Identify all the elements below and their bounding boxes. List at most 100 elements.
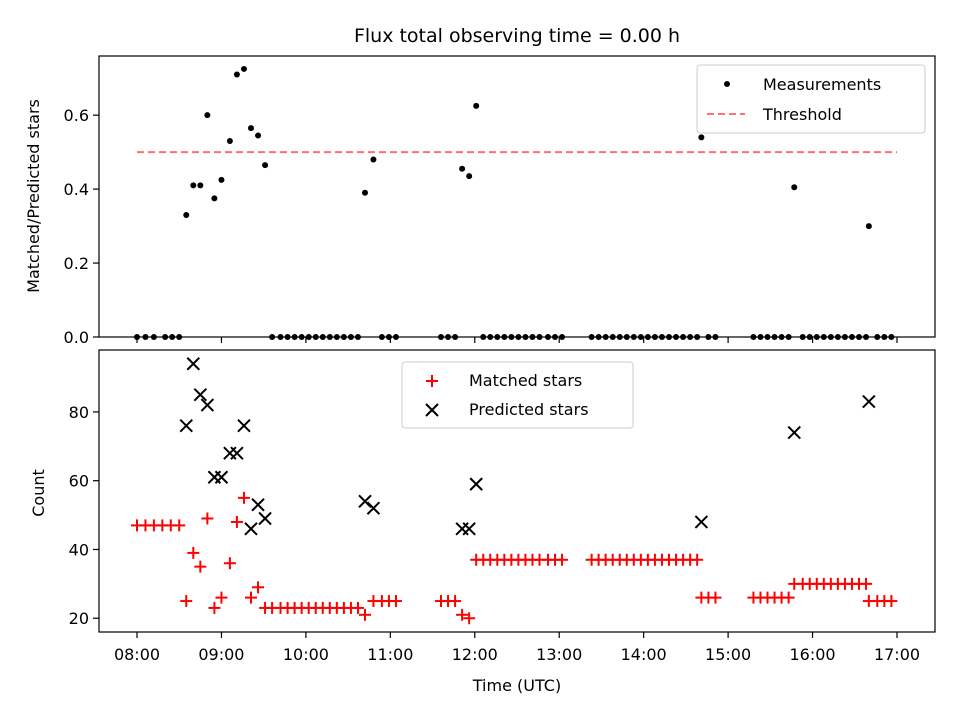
bottom-y-ticks: 20 40 60 80 (69, 403, 99, 628)
measurement-point (211, 195, 218, 202)
matched-star-point (245, 591, 257, 604)
top-panel: Flux total observing time = 0.00 h 0.00.… (24, 25, 936, 347)
predicted-star-point (251, 498, 265, 512)
matched-star-point (223, 557, 236, 570)
predicted-star-point (787, 425, 801, 440)
x-tick-label: 10:00 (283, 645, 329, 664)
top-legend: Measurements Threshold (696, 64, 926, 134)
measurement-point (473, 102, 480, 109)
predicted-star-point (179, 418, 193, 433)
matched-star-point (208, 601, 221, 614)
matched-star-point (215, 591, 228, 604)
measurement-point (226, 138, 233, 145)
x-tick-label: 09:00 (198, 645, 244, 664)
x-tick-label: 15:00 (705, 645, 751, 664)
top-y-tick-label: 0.6 (64, 106, 89, 125)
measurement-point (218, 176, 225, 183)
x-tick-label: 16:00 (790, 645, 836, 664)
matched-star-point (463, 612, 476, 625)
matched-star-point (860, 577, 873, 590)
predicted-star-point (862, 394, 876, 409)
top-y-ticks: 0.0 0.2 0.4 0.6 (64, 106, 99, 347)
bottom-x-axis-label: Time (UTC) (472, 676, 561, 695)
x-tick-label: 12:00 (452, 645, 498, 664)
measurement-point (248, 125, 254, 132)
bottom-y-tick-label: 60 (69, 472, 89, 491)
legend-threshold-label: Threshold (762, 105, 842, 124)
predicted-star-point (694, 515, 709, 529)
matched-star-point (456, 608, 469, 621)
matched-star-point (885, 595, 898, 608)
matched-star-point (252, 581, 265, 594)
legend-measurements-label: Measurements (763, 75, 881, 94)
predicted-star-point (237, 418, 251, 433)
matched-star-point (187, 546, 200, 559)
top-y-axis-label: Matched/Predicted stars (24, 99, 43, 293)
top-y-tick-label: 0.4 (64, 180, 89, 199)
predicted-star-point (200, 398, 215, 412)
matched-star-point (709, 591, 722, 604)
measurement-point (255, 132, 262, 139)
matched-star-point (201, 512, 214, 525)
predicted-star-point (186, 357, 201, 371)
measurement-point (791, 184, 798, 191)
x-tick-label: 13:00 (536, 645, 582, 664)
measurement-point (370, 156, 377, 163)
legend-predicted-label: Predicted stars (469, 400, 589, 419)
predicted-star-point (230, 446, 244, 460)
legend-predicted-marker (425, 403, 439, 417)
measurement-point (240, 65, 247, 72)
predicted-star-point (193, 388, 208, 402)
top-legend-box (696, 64, 926, 134)
x-tick-label: 14:00 (621, 645, 667, 664)
bottom-axes-frame (98, 349, 936, 633)
measurement-point (183, 211, 190, 218)
measurement-point (190, 182, 197, 189)
matched-star-point (556, 553, 569, 566)
matched-star-point (237, 491, 250, 504)
bottom-y-axis-label: Count (29, 469, 48, 517)
measurement-point (262, 162, 269, 169)
predicted-star-point (358, 494, 372, 509)
measurement-point (698, 134, 705, 141)
matched-star-point (351, 601, 364, 614)
measurement-point (865, 223, 872, 230)
predicted-star-point (366, 501, 381, 515)
bottom-y-tick-label: 20 (69, 609, 89, 628)
measurement-point (466, 173, 473, 180)
legend-measurements-marker (724, 81, 730, 87)
top-axes-frame (98, 55, 936, 338)
matched-star-point (173, 519, 186, 532)
matched-star-point (359, 608, 371, 621)
top-y-tick-label: 0.0 (64, 328, 89, 347)
matched-star-point (449, 595, 462, 608)
matched-star-point (389, 595, 402, 608)
legend-matched-label: Matched stars (469, 371, 582, 390)
top-title: Flux total observing time = 0.00 h (354, 25, 680, 47)
predicted-star-point (214, 470, 229, 484)
bottom-panel: 20 40 60 80 08:00 09:00 10:00 11:00 12:00 13:00 1… (29, 349, 936, 695)
measurement-point (204, 112, 211, 119)
matched-star-point (194, 560, 207, 573)
top-y-tick-label: 0.2 (64, 254, 89, 273)
measurement-point (233, 71, 240, 78)
bottom-legend: Matched stars Predicted stars (401, 361, 634, 429)
x-tick-label: 17:00 (874, 645, 920, 664)
measurement-point (459, 165, 466, 172)
measurement-point (362, 189, 368, 196)
x-tick-label: 08:00 (114, 645, 160, 664)
x-tick-label: 11:00 (367, 645, 413, 664)
predicted-star-point (244, 522, 258, 536)
matched-star-point (691, 553, 704, 566)
matched-star-point (230, 515, 243, 528)
bottom-legend-box (401, 361, 634, 429)
matched-star-point (782, 591, 795, 604)
bottom-y-tick-label: 40 (69, 540, 89, 559)
predicted-star-point (462, 522, 476, 536)
measurement-point (197, 182, 204, 189)
bottom-y-tick-label: 80 (69, 403, 89, 422)
bottom-x-ticks: 08:00 09:00 10:00 11:00 12:00 13:00 14:00 15:00… (114, 632, 920, 664)
bottom-plot-area (131, 357, 898, 625)
predicted-star-point (469, 477, 483, 491)
